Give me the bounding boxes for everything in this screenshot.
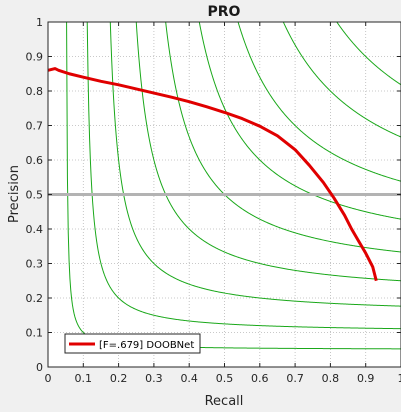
iso-f-curve [86,21,401,330]
iso-f-curve [282,21,401,138]
iso-f-curve [198,21,401,220]
x-axis-label: Recall [205,394,244,409]
x-tick-label: 1 [398,372,401,385]
x-tick-labels: 0 0.1 0.2 0.3 0.4 0.5 0.6 0.7 0.8 0.9 1 [45,372,401,385]
y-tick-label: 0.6 [26,154,44,167]
y-tick-label: 0.4 [26,223,44,236]
y-tick-label: 0.3 [26,258,44,271]
x-tick-label: 0.2 [110,372,128,385]
x-tick-label: 0.9 [357,372,375,385]
y-tick-label: 0 [36,361,43,374]
x-tick-label: 0.1 [75,372,93,385]
x-tick-label: 0.4 [180,372,198,385]
iso-f-curve [109,21,401,307]
y-tick-label: 0.8 [26,85,44,98]
legend-label: [F=.679] DOOBNet [99,340,194,351]
y-tick-labels: 0 0.1 0.2 0.3 0.4 0.5 0.6 0.7 0.8 0.9 1 [26,16,44,374]
grid [48,22,401,367]
ticks [47,21,401,368]
y-tick-label: 0.7 [26,120,44,133]
y-tick-label: 0.9 [26,51,44,64]
x-tick-label: 0.8 [322,372,340,385]
series-line [47,67,378,282]
legend: [F=.679] DOOBNet [64,333,201,354]
iso-f-curve [237,21,401,182]
x-tick-label: 0 [45,372,52,385]
iso-f-curve [336,21,401,86]
y-tick-label: 0.5 [26,189,44,202]
legend-box [64,333,201,354]
chart-title: PRO [208,4,241,20]
x-tick-label: 0.6 [251,372,269,385]
x-tick-label: 0.3 [145,372,163,385]
y-axis-label: Precision [7,165,22,223]
x-tick-label: 0.5 [216,372,234,385]
y-tick-label: 0.1 [26,327,44,340]
y-tick-label: 1 [36,16,43,29]
y-tick-label: 0.2 [26,292,44,305]
series-layer [47,67,378,282]
iso-f-curve [135,21,401,282]
x-tick-label: 0.7 [286,372,304,385]
